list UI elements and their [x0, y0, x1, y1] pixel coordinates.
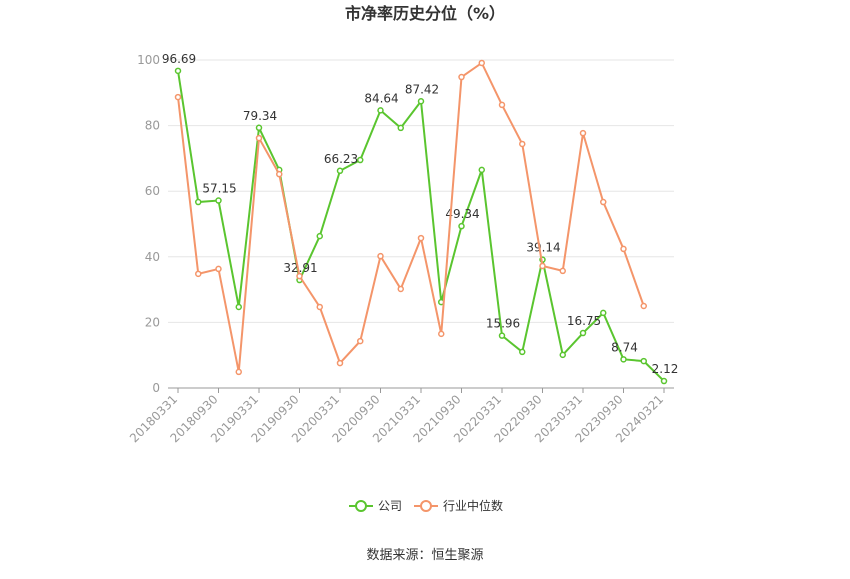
point — [519, 348, 526, 356]
point — [377, 252, 384, 260]
data-label: 2.12 — [652, 362, 679, 376]
point — [417, 98, 425, 105]
data-label: 79.34 — [243, 109, 277, 123]
point — [397, 124, 404, 132]
point — [559, 267, 566, 275]
legend-marker — [420, 500, 432, 512]
point — [397, 285, 404, 293]
point — [620, 356, 627, 363]
point — [458, 73, 465, 81]
data-label: 57.15 — [202, 182, 236, 196]
y-tick-label: 0 — [152, 381, 160, 395]
point — [215, 197, 222, 204]
point — [174, 67, 182, 75]
point — [174, 93, 182, 101]
point — [579, 329, 587, 337]
y-tick-label: 40 — [145, 250, 160, 264]
point — [640, 357, 647, 365]
point — [478, 59, 485, 67]
data-label: 49.34 — [445, 207, 479, 221]
y-tick-label: 100 — [137, 53, 160, 67]
point — [336, 359, 344, 367]
chart-title: 市净率历史分位（%） — [345, 4, 505, 23]
legend-label: 行业中位数 — [443, 498, 503, 513]
point — [357, 156, 364, 164]
legend-item[interactable]: 行业中位数 — [414, 498, 503, 513]
legend-marker — [355, 500, 367, 512]
point — [215, 265, 222, 273]
point — [296, 272, 303, 280]
data-label: 66.23 — [324, 152, 358, 166]
data-label: 96.69 — [162, 52, 196, 66]
point — [539, 262, 546, 270]
data-label: 15.96 — [486, 317, 520, 331]
point — [235, 303, 242, 311]
point — [377, 107, 384, 114]
data-label: 84.64 — [364, 91, 398, 105]
point — [498, 332, 506, 339]
point — [498, 101, 506, 109]
data-label: 32.91 — [283, 261, 317, 275]
y-tick-label: 80 — [145, 119, 160, 133]
point — [316, 303, 323, 311]
point — [417, 234, 425, 242]
point — [559, 351, 566, 359]
series-line — [177, 61, 645, 373]
point — [255, 124, 263, 132]
source: 数据来源：恒生聚源 — [366, 548, 483, 563]
point — [336, 167, 344, 175]
point — [620, 245, 627, 253]
point — [276, 170, 283, 178]
y-tick-label: 20 — [145, 315, 160, 329]
point — [660, 377, 668, 385]
point — [579, 129, 587, 137]
point — [600, 309, 607, 317]
point — [600, 198, 607, 206]
y-tick-label: 60 — [145, 184, 160, 198]
point — [195, 198, 202, 206]
point — [640, 302, 647, 310]
point — [478, 166, 485, 174]
legend-item[interactable]: 公司 — [349, 499, 402, 513]
point — [357, 337, 364, 345]
point — [235, 368, 242, 376]
point — [255, 134, 263, 142]
point — [458, 222, 465, 230]
point — [438, 330, 445, 338]
data-label: 87.42 — [405, 82, 439, 96]
point — [195, 270, 202, 278]
data-label: 8.74 — [611, 340, 638, 354]
point — [519, 140, 526, 148]
data-label: 16.75 — [567, 314, 601, 328]
point — [316, 232, 323, 240]
legend-label: 公司 — [378, 499, 402, 513]
data-label: 39.14 — [526, 241, 560, 255]
